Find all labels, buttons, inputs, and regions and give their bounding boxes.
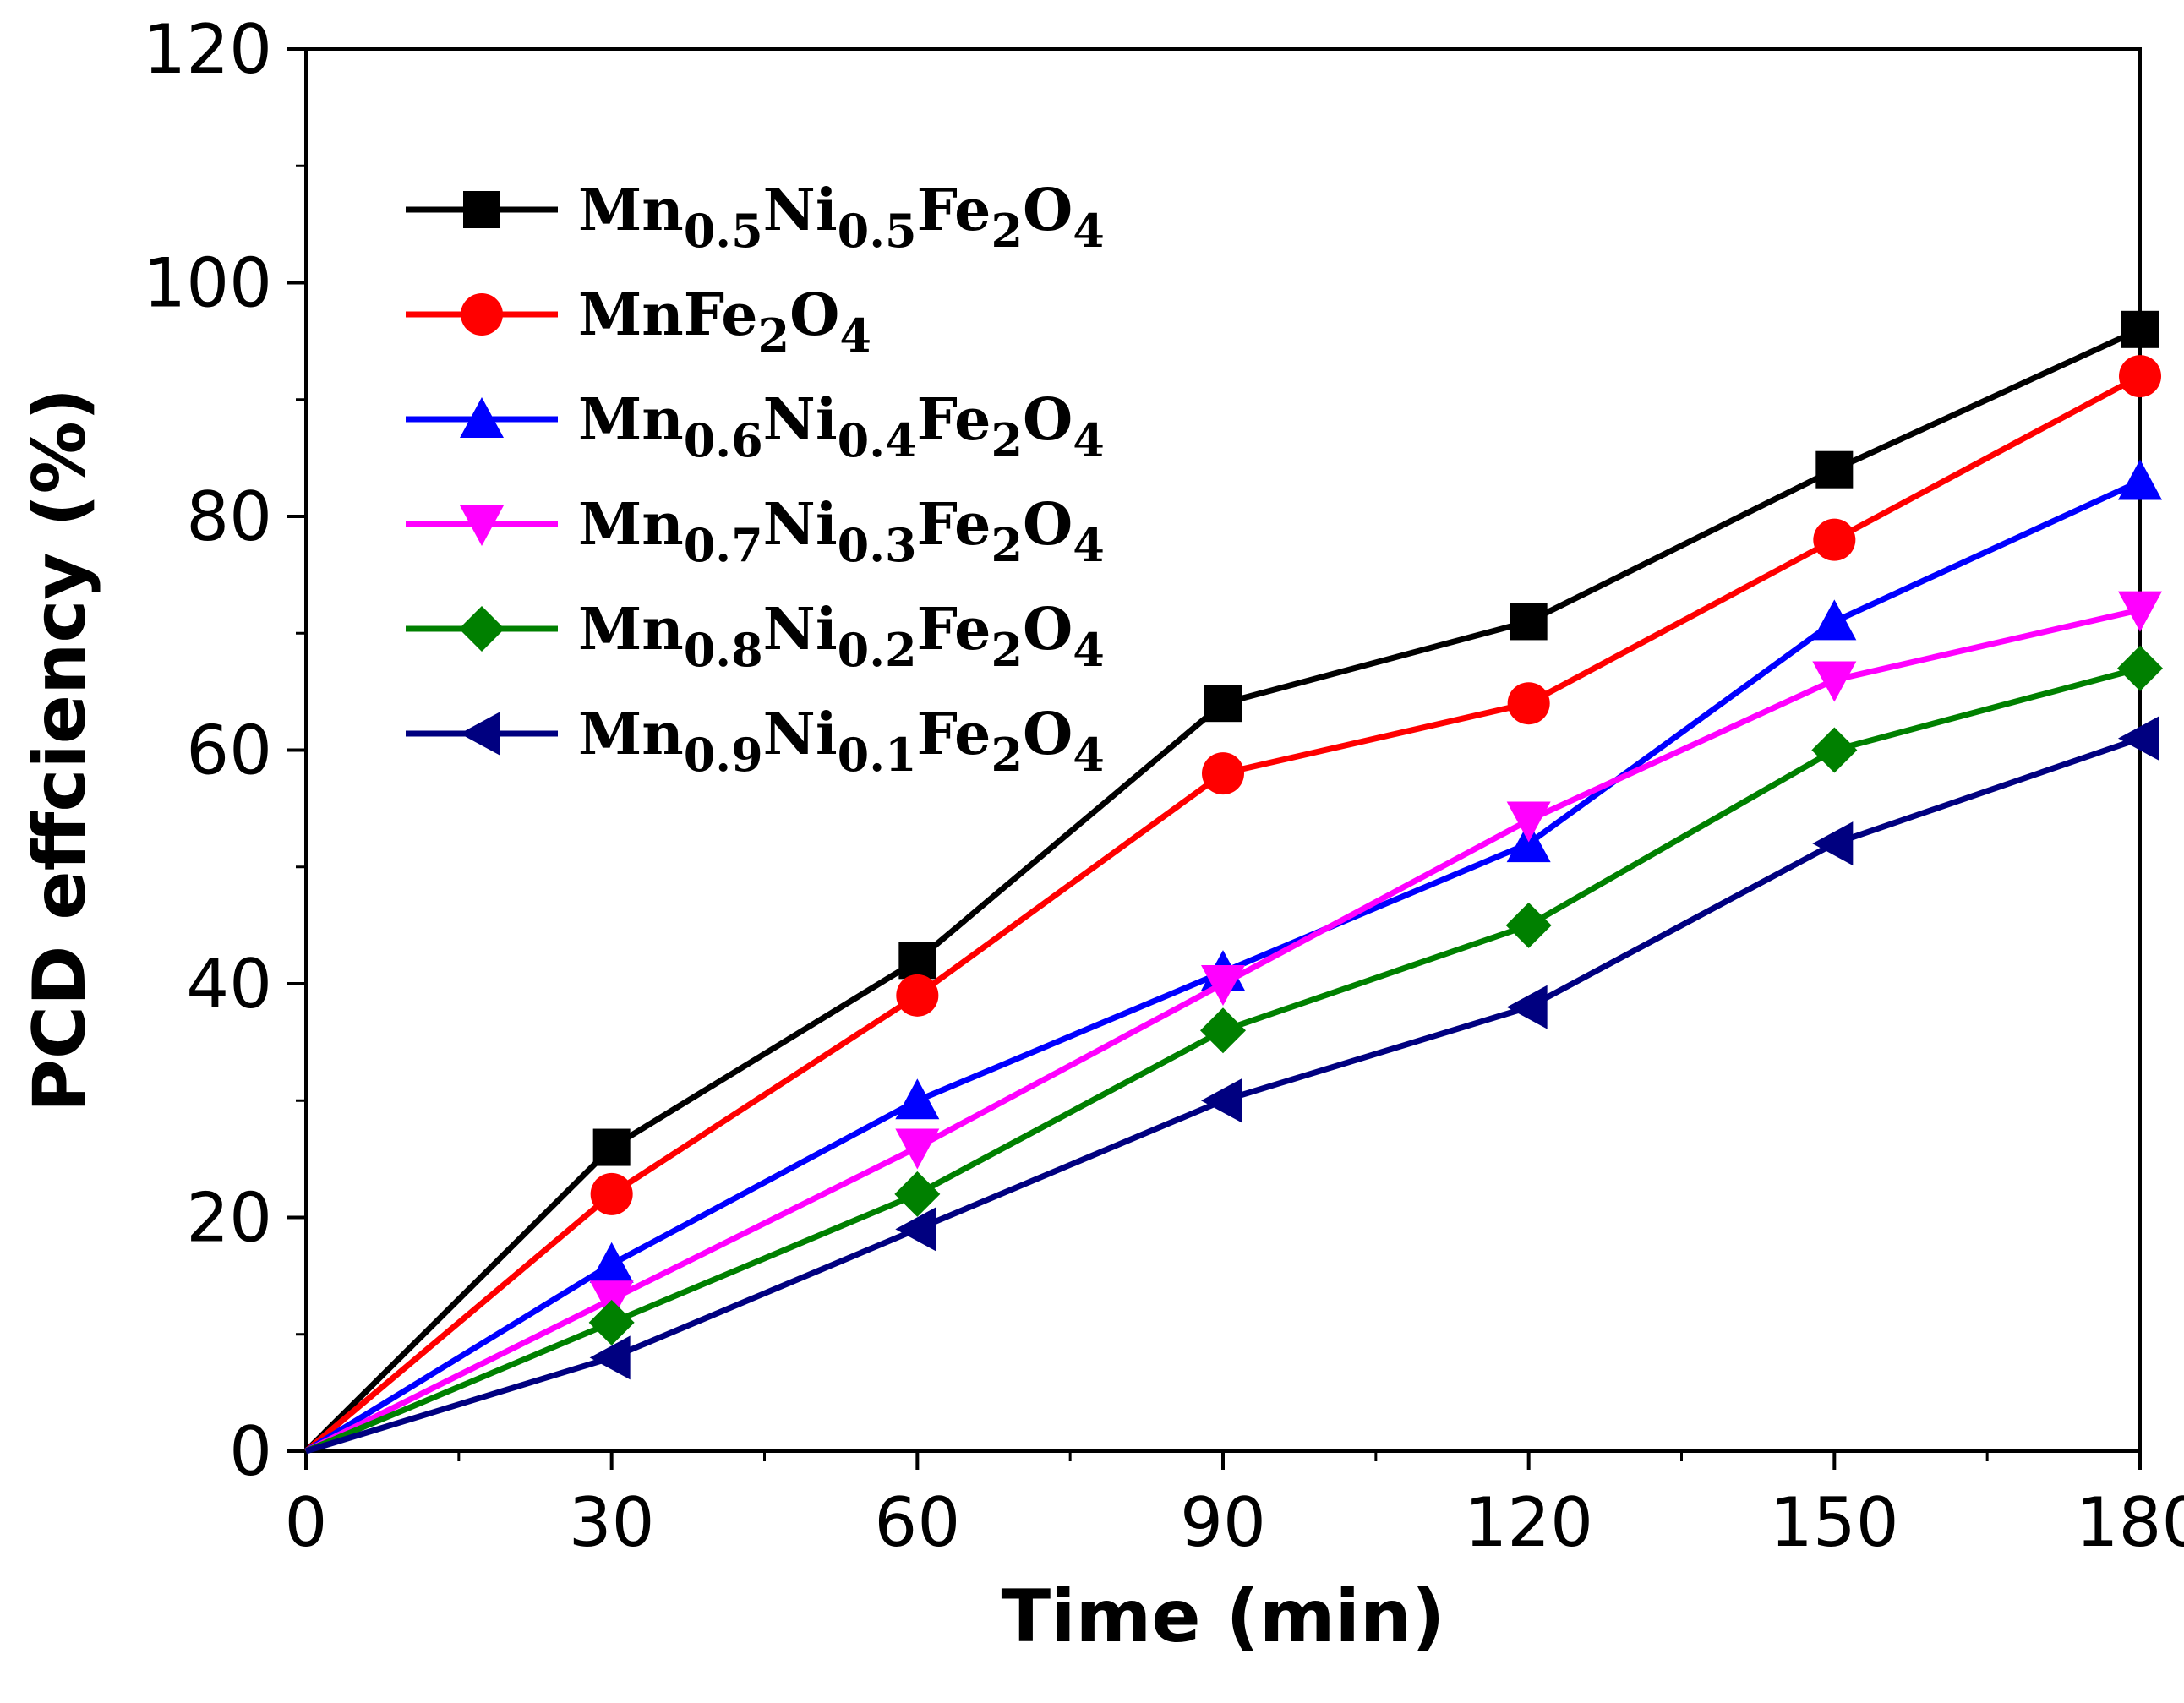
data-point [1812, 661, 1857, 702]
x-tick-label: 150 [1770, 1483, 1899, 1562]
legend: Mn0.5Ni0.5Fe2O4 MnFe2O4 Mn0.6Ni0.4Fe2O4 Mn0… [406, 177, 1105, 782]
legend-item-3: Mn0.6Ni0.4Fe2O4 [406, 386, 1105, 467]
data-point [2117, 645, 2163, 691]
data-point [2118, 716, 2159, 761]
y-tick-label: 60 [186, 712, 272, 790]
legend-item-6: Mn0.9Ni0.1Fe2O4 [406, 701, 1105, 782]
data-point [588, 1299, 635, 1345]
data-point [1201, 965, 1245, 1006]
data-point [2121, 310, 2159, 348]
data-point [1510, 603, 1548, 641]
data-point [592, 1128, 631, 1166]
y-axis-title: PCD effciency (%) [18, 388, 102, 1112]
legend-marker [463, 191, 500, 228]
series-2 [303, 355, 2161, 1454]
legend-item-2: MnFe2O4 [406, 281, 871, 363]
data-point [1204, 685, 1242, 723]
data-point [1812, 821, 1854, 866]
series-layer [303, 310, 2163, 1455]
legend-label: Mn0.8Ni0.2Fe2O4 [578, 596, 1105, 677]
x-tick-label: 60 [874, 1483, 960, 1562]
data-point [896, 974, 939, 1017]
legend-item-4: Mn0.7Ni0.3Fe2O4 [406, 491, 1105, 572]
legend-marker [460, 397, 504, 438]
series-5 [304, 645, 2163, 1455]
data-point [2118, 459, 2162, 500]
data-point [589, 1242, 634, 1283]
legend-marker [460, 505, 504, 546]
data-point [1506, 801, 1551, 843]
y-tick-label: 120 [143, 10, 272, 89]
data-point [589, 1335, 631, 1380]
legend-label: Mn0.9Ni0.1Fe2O4 [578, 701, 1105, 782]
series-6 [304, 716, 2159, 1455]
data-point [895, 1078, 940, 1120]
data-point [1507, 682, 1550, 725]
legend-label: Mn0.7Ni0.3Fe2O4 [578, 491, 1105, 572]
x-axis-title: Time (min) [1002, 1575, 1445, 1659]
data-point [2118, 591, 2162, 632]
data-point [1815, 450, 1854, 489]
data-point [895, 1128, 940, 1170]
y-tick-label: 20 [186, 1179, 272, 1258]
data-point [1200, 1007, 1246, 1054]
data-point [590, 1172, 633, 1215]
x-tick-label: 0 [285, 1483, 328, 1562]
y-tick-label: 80 [186, 478, 272, 556]
legend-marker [461, 293, 503, 336]
axes: 0 30 60 90 120 150 180 0 20 40 60 80 100 120 [143, 10, 2184, 1562]
data-point [895, 1207, 936, 1252]
x-tick-label: 120 [1464, 1483, 1593, 1562]
y-tick-label: 100 [143, 244, 272, 323]
data-point [1811, 727, 1858, 773]
legend-label: MnFe2O4 [578, 281, 871, 363]
data-point [1812, 599, 1857, 641]
data-point [2119, 355, 2161, 398]
series-4 [304, 591, 2162, 1455]
legend-item-1: Mn0.5Ni0.5Fe2O4 [406, 177, 1105, 258]
legend-marker [460, 712, 500, 756]
legend-label: Mn0.5Ni0.5Fe2O4 [578, 177, 1105, 258]
data-point [1813, 518, 1856, 561]
data-point [1202, 752, 1244, 795]
y-tick-label: 40 [186, 945, 272, 1023]
data-point [1201, 1078, 1242, 1123]
legend-item-5: Mn0.8Ni0.2Fe2O4 [406, 596, 1105, 677]
series-1 [303, 310, 2159, 1454]
legend-label: Mn0.6Ni0.4Fe2O4 [578, 386, 1105, 467]
x-tick-label: 30 [569, 1483, 655, 1562]
data-point [894, 1171, 941, 1217]
data-point [898, 942, 936, 980]
y-tick-label: 0 [229, 1412, 272, 1491]
legend-marker [459, 606, 505, 652]
x-tick-label: 90 [1180, 1483, 1266, 1562]
data-point [1505, 902, 1552, 948]
x-tick-label: 180 [2076, 1483, 2184, 1562]
data-point [1506, 985, 1548, 1029]
